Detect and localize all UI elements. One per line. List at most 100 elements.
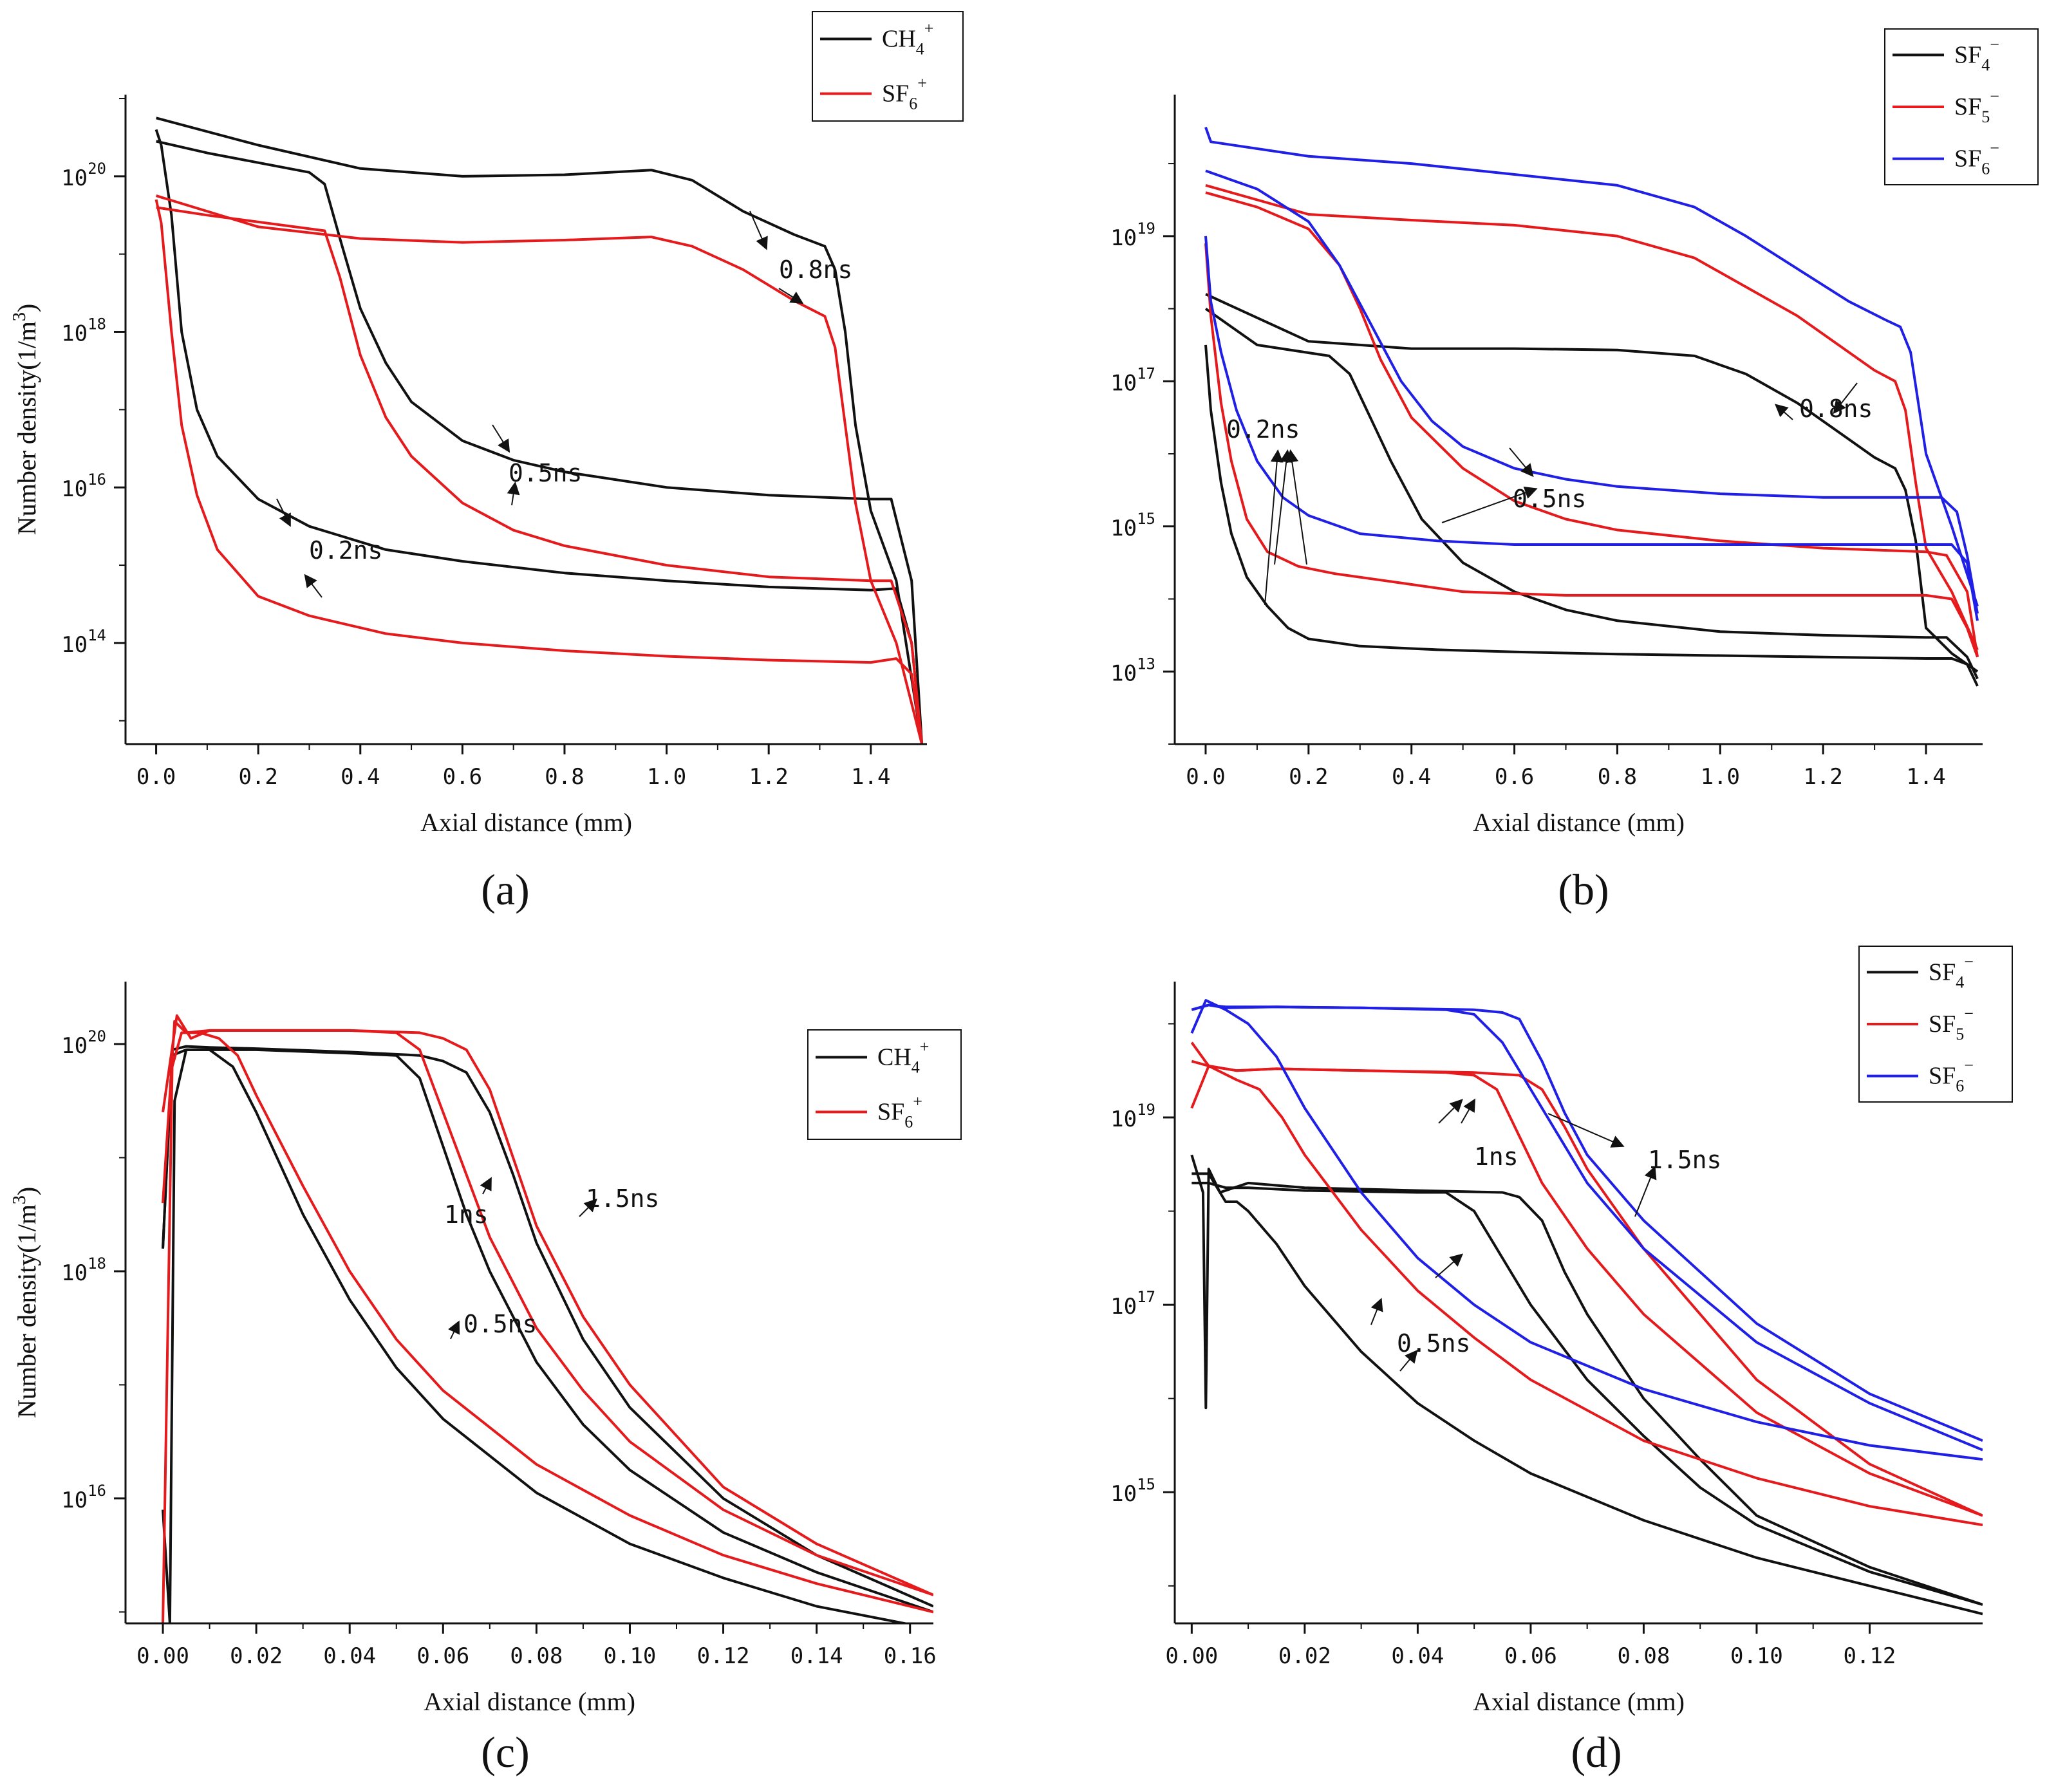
legend-entry: SF6+ bbox=[882, 74, 927, 113]
legend-superscript: − bbox=[1990, 87, 1999, 106]
series-line-sf6-0-5ns bbox=[156, 206, 924, 744]
legend-entry: SF6− bbox=[1929, 1056, 1974, 1096]
x-tick-label: 0.6 bbox=[443, 764, 482, 790]
y-axis-title: Number density(1/m3) bbox=[10, 1187, 41, 1419]
y-tick-base: 10 bbox=[61, 165, 88, 191]
series-line-sf5-0-8ns bbox=[1205, 183, 1979, 651]
y-axis-title-main: Number density(1/m bbox=[12, 1204, 41, 1418]
y-tick-exponent: 18 bbox=[88, 1255, 106, 1273]
annotation-arrow bbox=[1435, 1253, 1464, 1278]
legend-subscript: 6 bbox=[904, 1113, 913, 1132]
legend-entry: CH4+ bbox=[877, 1038, 929, 1077]
x-tick-label: 0.4 bbox=[341, 764, 380, 790]
annotation-arrow bbox=[1438, 1099, 1463, 1124]
annotation-arrow bbox=[492, 424, 510, 453]
y-tick-base: 10 bbox=[1110, 660, 1137, 686]
y-tick-label: 1018 bbox=[61, 315, 106, 347]
x-tick-label: 0.10 bbox=[604, 1643, 657, 1669]
annotation-arrow bbox=[507, 481, 520, 506]
x-tick-label: 0.2 bbox=[238, 764, 277, 790]
series-line-sf5-0-2ns bbox=[1204, 243, 1979, 658]
y-tick-exponent: 17 bbox=[1137, 1288, 1155, 1306]
annotation-arrow bbox=[480, 1177, 492, 1195]
legend: CH4+ SF6+ bbox=[807, 1029, 962, 1140]
y-tick-base: 10 bbox=[61, 1033, 88, 1059]
legend-subscript: 5 bbox=[1956, 1025, 1964, 1043]
y-tick-exponent: 13 bbox=[1137, 655, 1155, 673]
y-axis-title-close: ) bbox=[12, 304, 41, 312]
legend: SF4− SF 5− SF6− bbox=[1858, 946, 2013, 1103]
series-line-sf5-0-5ns bbox=[1190, 1041, 1983, 1527]
y-tick-base: 10 bbox=[1110, 1481, 1137, 1507]
y-tick-label: 1015 bbox=[1110, 1475, 1155, 1507]
annotation-arrow bbox=[778, 288, 804, 304]
x-axis-title: Axial distance (mm) bbox=[424, 1687, 635, 1716]
x-tick-label: 0.0 bbox=[136, 764, 176, 790]
series-line-sf4-1ns bbox=[1192, 1181, 1983, 1606]
annotation-arrow bbox=[304, 574, 322, 598]
y-tick-label: 1020 bbox=[61, 1027, 106, 1059]
series-line-ch4-1ns bbox=[162, 1048, 933, 1614]
x-tick-label: 0.10 bbox=[1730, 1643, 1783, 1669]
legend-subscript: 4 bbox=[916, 40, 924, 59]
annotation-arrow bbox=[1774, 404, 1793, 420]
y-tick-label: 1015 bbox=[1110, 510, 1155, 541]
legend-name: SF bbox=[1929, 1063, 1956, 1090]
legend-entry: SF5− bbox=[1954, 87, 1999, 126]
annotation-arrow bbox=[1833, 382, 1858, 415]
legend-superscript: − bbox=[1990, 35, 1999, 53]
legend-box bbox=[807, 1029, 962, 1140]
legend-superscript: + bbox=[924, 19, 934, 38]
panel-label: (b) bbox=[1558, 865, 1609, 914]
panel-a: 0.0 0.2 0.4 0.6 0.8 1.0 1.2 1.41014101610181020… bbox=[10, 11, 964, 914]
y-tick-label: 1019 bbox=[1110, 1101, 1155, 1132]
legend-superscript: − bbox=[1990, 139, 1999, 158]
series-group bbox=[162, 1014, 933, 1623]
legend: CH4+SF6+ bbox=[812, 11, 964, 122]
y-tick-label: 1016 bbox=[61, 471, 106, 502]
legend-subscript: 5 bbox=[1981, 107, 1990, 126]
y-tick-label: 1014 bbox=[61, 626, 106, 658]
x-tick-label: 0.4 bbox=[1392, 764, 1431, 790]
y-tick-exponent: 17 bbox=[1137, 364, 1155, 382]
legend-name: CH bbox=[877, 1044, 911, 1071]
legend-entry: SF4− bbox=[1954, 35, 1999, 74]
y-tick-exponent: 15 bbox=[1137, 510, 1155, 528]
x-tick-label: 1.4 bbox=[1906, 764, 1945, 790]
y-tick-label: 1013 bbox=[1110, 655, 1155, 686]
legend-name: SF bbox=[1954, 93, 1981, 120]
x-tick-label: 0.14 bbox=[790, 1643, 843, 1669]
y-tick-base: 10 bbox=[61, 476, 88, 502]
legend-subscript: 6 bbox=[1956, 1077, 1964, 1096]
legend-entry: SF6+ bbox=[877, 1092, 922, 1132]
x-tick-label: 1.2 bbox=[749, 764, 788, 790]
series-line-sf6-0-8ns bbox=[156, 194, 924, 744]
legend-entry: SF4− bbox=[1929, 952, 1974, 991]
annotation-arrow bbox=[579, 1199, 597, 1217]
y-tick-label: 1017 bbox=[1110, 1288, 1155, 1320]
annotation-label: 0.5ns bbox=[463, 1310, 537, 1338]
x-axis-title: Axial distance (mm) bbox=[1473, 808, 1685, 837]
y-tick-label: 1018 bbox=[61, 1255, 106, 1286]
annotation-arrow bbox=[1264, 449, 1284, 606]
legend-superscript: − bbox=[1964, 1004, 1974, 1023]
x-tick-label: 0.2 bbox=[1289, 764, 1328, 790]
series-line-sf6-0-2ns bbox=[154, 199, 924, 744]
y-tick-exponent: 16 bbox=[88, 471, 106, 489]
x-tick-label: 1.0 bbox=[647, 764, 686, 790]
y-axis-title-close: ) bbox=[12, 1187, 41, 1195]
y-axis-title-main: Number density(1/m bbox=[12, 321, 41, 535]
y-axis-title-sup: 3 bbox=[10, 1195, 30, 1204]
annotation-arrow bbox=[1285, 449, 1307, 565]
panel-d: 0.00 0.02 0.04 0.06 0.08 0.10 0.12101510171019… bbox=[10, 946, 2013, 1777]
y-axis-title: Number density(1/m3) bbox=[10, 304, 41, 536]
y-tick-exponent: 14 bbox=[88, 626, 106, 644]
y-tick-exponent: 16 bbox=[88, 1482, 106, 1500]
annotation-label: 1ns bbox=[444, 1200, 489, 1229]
series-line-sf5-0-5ns bbox=[1205, 191, 1979, 658]
annotation-label: 0.5ns bbox=[509, 459, 582, 487]
x-tick-label: 0.04 bbox=[1391, 1643, 1444, 1669]
series-group bbox=[1204, 127, 1979, 687]
x-tick-label: 0.0 bbox=[1186, 764, 1225, 790]
